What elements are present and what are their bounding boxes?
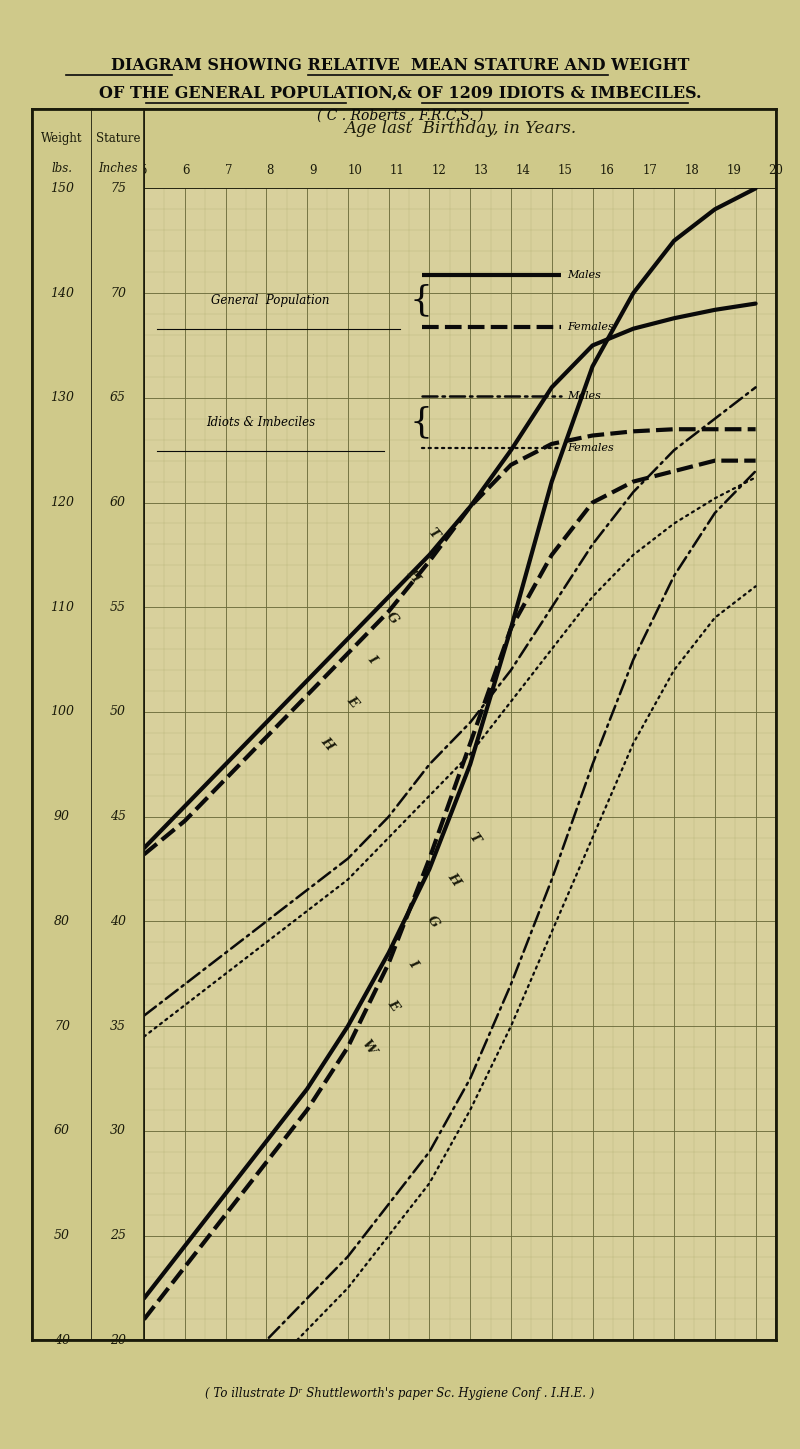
Text: lbs.: lbs.	[51, 162, 73, 175]
Text: 55: 55	[110, 601, 126, 614]
Text: E: E	[344, 694, 360, 710]
Text: 17: 17	[642, 164, 657, 177]
Text: Stature: Stature	[96, 132, 140, 145]
Text: Females: Females	[567, 322, 614, 332]
Text: T: T	[466, 830, 482, 845]
Text: 19: 19	[726, 164, 742, 177]
Text: 100: 100	[50, 706, 74, 719]
Text: 10: 10	[347, 164, 362, 177]
Text: {: {	[410, 406, 433, 439]
Text: 11: 11	[390, 164, 404, 177]
Text: 15: 15	[558, 164, 573, 177]
Text: Idiots & Imbeciles: Idiots & Imbeciles	[206, 416, 315, 429]
Text: 13: 13	[474, 164, 489, 177]
Text: E: E	[385, 997, 401, 1013]
Text: Weight: Weight	[42, 132, 82, 145]
Text: 8: 8	[266, 164, 274, 177]
Text: H: H	[404, 567, 422, 585]
Text: 40: 40	[110, 914, 126, 927]
Text: Females: Females	[567, 442, 614, 452]
Text: 12: 12	[431, 164, 446, 177]
Text: ( To illustrate Dʳ Shuttleworth's paper Sc. Hygiene Conf . I.H.E. ): ( To illustrate Dʳ Shuttleworth's paper …	[206, 1388, 594, 1400]
Text: 20: 20	[110, 1335, 126, 1346]
Text: 120: 120	[50, 496, 74, 509]
Text: 20: 20	[769, 164, 783, 177]
Text: 70: 70	[110, 287, 126, 300]
Text: 14: 14	[516, 164, 530, 177]
Text: 150: 150	[50, 183, 74, 194]
Text: 35: 35	[110, 1020, 126, 1033]
Text: 90: 90	[54, 810, 70, 823]
Text: T: T	[426, 526, 442, 542]
Text: Age last  Birthday, in Years.: Age last Birthday, in Years.	[344, 120, 576, 138]
Text: 9: 9	[309, 164, 316, 177]
Text: 50: 50	[110, 706, 126, 719]
Text: 40: 40	[54, 1335, 70, 1346]
Text: ( C . Roberts , F.R.C.S. ): ( C . Roberts , F.R.C.S. )	[317, 109, 483, 123]
Text: 140: 140	[50, 287, 74, 300]
Text: 65: 65	[110, 391, 126, 404]
Text: General  Population: General Population	[211, 294, 330, 307]
Text: 16: 16	[600, 164, 615, 177]
Text: 45: 45	[110, 810, 126, 823]
Text: H: H	[318, 735, 337, 752]
Text: Males: Males	[567, 391, 602, 401]
Text: 110: 110	[50, 601, 74, 614]
Text: 18: 18	[684, 164, 699, 177]
Text: 70: 70	[54, 1020, 70, 1033]
Text: 60: 60	[110, 496, 126, 509]
Text: Males: Males	[567, 270, 602, 280]
Text: 130: 130	[50, 391, 74, 404]
Text: 50: 50	[54, 1229, 70, 1242]
Text: 80: 80	[54, 914, 70, 927]
Text: 7: 7	[225, 164, 232, 177]
Text: H: H	[445, 871, 462, 888]
Text: DIAGRAM SHOWING RELATIVE  MEAN STATURE AND WEIGHT: DIAGRAM SHOWING RELATIVE MEAN STATURE AN…	[111, 57, 689, 74]
Text: 25: 25	[110, 1229, 126, 1242]
Text: 6: 6	[182, 164, 190, 177]
Text: G: G	[384, 609, 402, 626]
Text: I: I	[366, 653, 379, 667]
Text: Inches: Inches	[98, 162, 138, 175]
Text: OF THE GENERAL POPULATION,& OF 1209 IDIOTS & IMBECILES.: OF THE GENERAL POPULATION,& OF 1209 IDIO…	[98, 84, 702, 101]
Text: G: G	[425, 913, 442, 930]
Text: 30: 30	[110, 1124, 126, 1137]
Text: {: {	[410, 284, 433, 317]
Text: I: I	[406, 956, 420, 969]
Text: 75: 75	[110, 183, 126, 194]
Text: W: W	[358, 1037, 378, 1056]
Text: 5: 5	[140, 164, 148, 177]
Text: 60: 60	[54, 1124, 70, 1137]
